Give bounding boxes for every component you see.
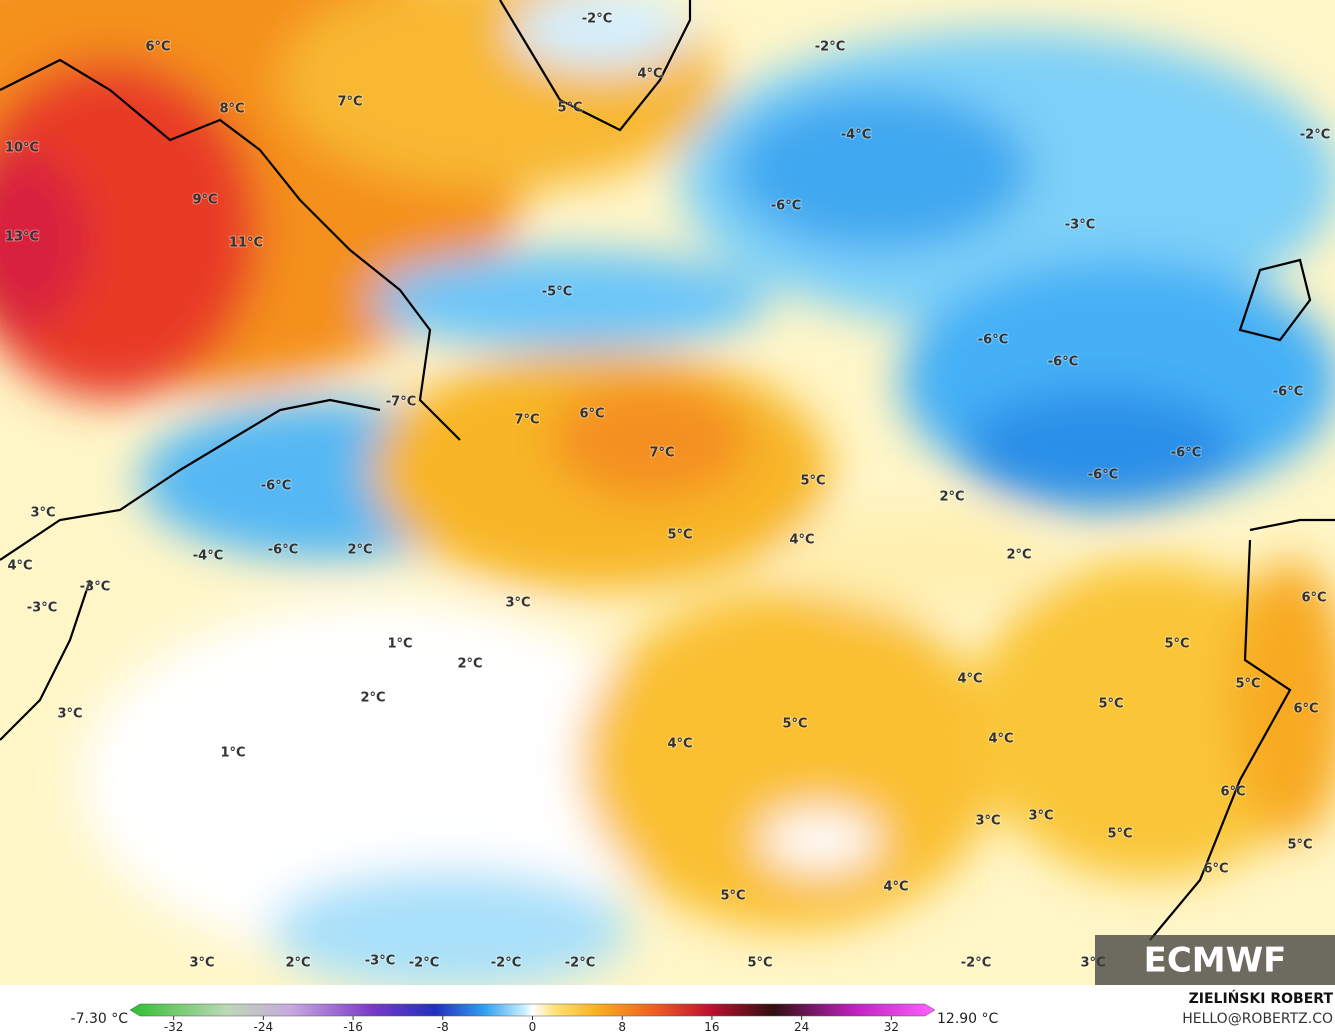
temperature-label: -2°C [582,12,612,27]
temperature-label: 6°C [579,407,604,422]
colorbar-tick-label: -16 [343,1020,363,1034]
temperature-label: -6°C [771,199,801,214]
temperature-label: 6°C [1220,785,1245,800]
temperature-label: 3°C [189,956,214,971]
temperature-label: 7°C [649,446,674,461]
temperature-label: 5°C [557,101,582,116]
temperature-label: -6°C [978,333,1008,348]
colorbar-tick-label: 16 [704,1020,719,1034]
temperature-label: -2°C [565,956,595,971]
colorbar-tick-label: 24 [794,1020,809,1034]
temperature-label: 5°C [1287,838,1312,853]
temperature-label: 5°C [1164,637,1189,652]
temperature-label: -6°C [268,543,298,558]
temperature-label: 5°C [667,528,692,543]
temperature-label: 4°C [7,559,32,574]
temperature-label: 5°C [782,717,807,732]
temperature-label: 1°C [387,637,412,652]
temperature-label: 5°C [747,956,772,971]
temperature-label: 3°C [505,596,530,611]
temperature-label: 2°C [360,691,385,706]
temperature-label: 3°C [57,707,82,722]
temperature-label: -4°C [193,549,223,564]
temperature-label: 6°C [1293,702,1318,717]
temperature-label: 6°C [145,40,170,55]
temperature-label: 3°C [975,814,1000,829]
colorbar-tick-label: 0 [529,1020,537,1034]
coastlines [0,0,1335,941]
temperature-label: 5°C [1235,677,1260,692]
temperature-label: -2°C [961,956,991,971]
temperature-label: -6°C [261,479,291,494]
temperature-label: 8°C [219,102,244,117]
temperature-label: 5°C [720,889,745,904]
temperature-field [0,0,1335,990]
colorbar [129,1003,936,1017]
temperature-label: -3°C [365,954,395,969]
temperature-label: 5°C [1107,827,1132,842]
temperature-label: 7°C [514,413,539,428]
temperature-label: 2°C [939,490,964,505]
temperature-label: -5°C [542,285,572,300]
temperature-label: -2°C [409,956,439,971]
temperature-label: -2°C [815,40,845,55]
temperature-label: 3°C [30,506,55,521]
temperature-label: 4°C [667,737,692,752]
colorbar-ticks: -32 -24 -16 -8 0 8 16 24 32 [164,1016,899,1034]
temperature-label: -3°C [1065,218,1095,233]
temperature-label: 4°C [789,533,814,548]
temperature-label: 6°C [1203,862,1228,877]
temperature-label: 4°C [637,67,662,82]
temperature-label: 2°C [457,657,482,672]
temperature-label: -2°C [491,956,521,971]
temperature-label: -7°C [386,395,416,410]
temperature-label: 11°C [229,236,263,251]
temperature-label: -6°C [1048,355,1078,370]
temperature-label: -4°C [841,128,871,143]
temperature-label: -3°C [80,580,110,595]
colorbar-tick-label: -8 [437,1020,449,1034]
temperature-label: 4°C [883,880,908,895]
temperature-labels: 6°C 8°C 7°C 10°C 9°C 13°C 11°C -2°C -2°C 4°C 5°C -4… [4,11,1331,972]
temperature-label: 6°C [1301,591,1326,606]
temperature-label: -2°C [1300,128,1330,143]
temperature-label: -6°C [1088,468,1118,483]
temperature-label: -6°C [1273,385,1303,400]
temperature-label: 4°C [957,672,982,687]
max-label: 12.90 °C [937,1011,999,1027]
temperature-label: 10°C [5,141,39,156]
logo: ECMWF [1144,941,1287,981]
temperature-label: 2°C [347,543,372,558]
colorbar-tick-label: 32 [884,1020,899,1034]
email: HELLO@ROBERTZ.CO [1182,1011,1333,1027]
colorbar-tick-label: -24 [254,1020,274,1034]
temperature-label: 1°C [220,746,245,761]
temperature-label: 5°C [800,474,825,489]
temperature-label: 2°C [285,956,310,971]
temperature-label: 7°C [337,95,362,110]
temperature-label: 4°C [988,732,1013,747]
logo-box [1095,935,1335,985]
temperature-label: 5°C [1098,697,1123,712]
temperature-label: -6°C [1171,446,1201,461]
temperature-label: 13°C [5,230,39,245]
temperature-label: 9°C [192,193,217,208]
temperature-label: 2°C [1006,548,1031,563]
author: ZIELIŃSKI ROBERT [1189,989,1334,1007]
colorbar-tick-label: 8 [618,1020,626,1034]
min-label: -7.30 °C [71,1011,129,1027]
temperature-label: -3°C [27,601,57,616]
temperature-label: 3°C [1028,809,1053,824]
colorbar-tick-label: -32 [164,1020,184,1034]
